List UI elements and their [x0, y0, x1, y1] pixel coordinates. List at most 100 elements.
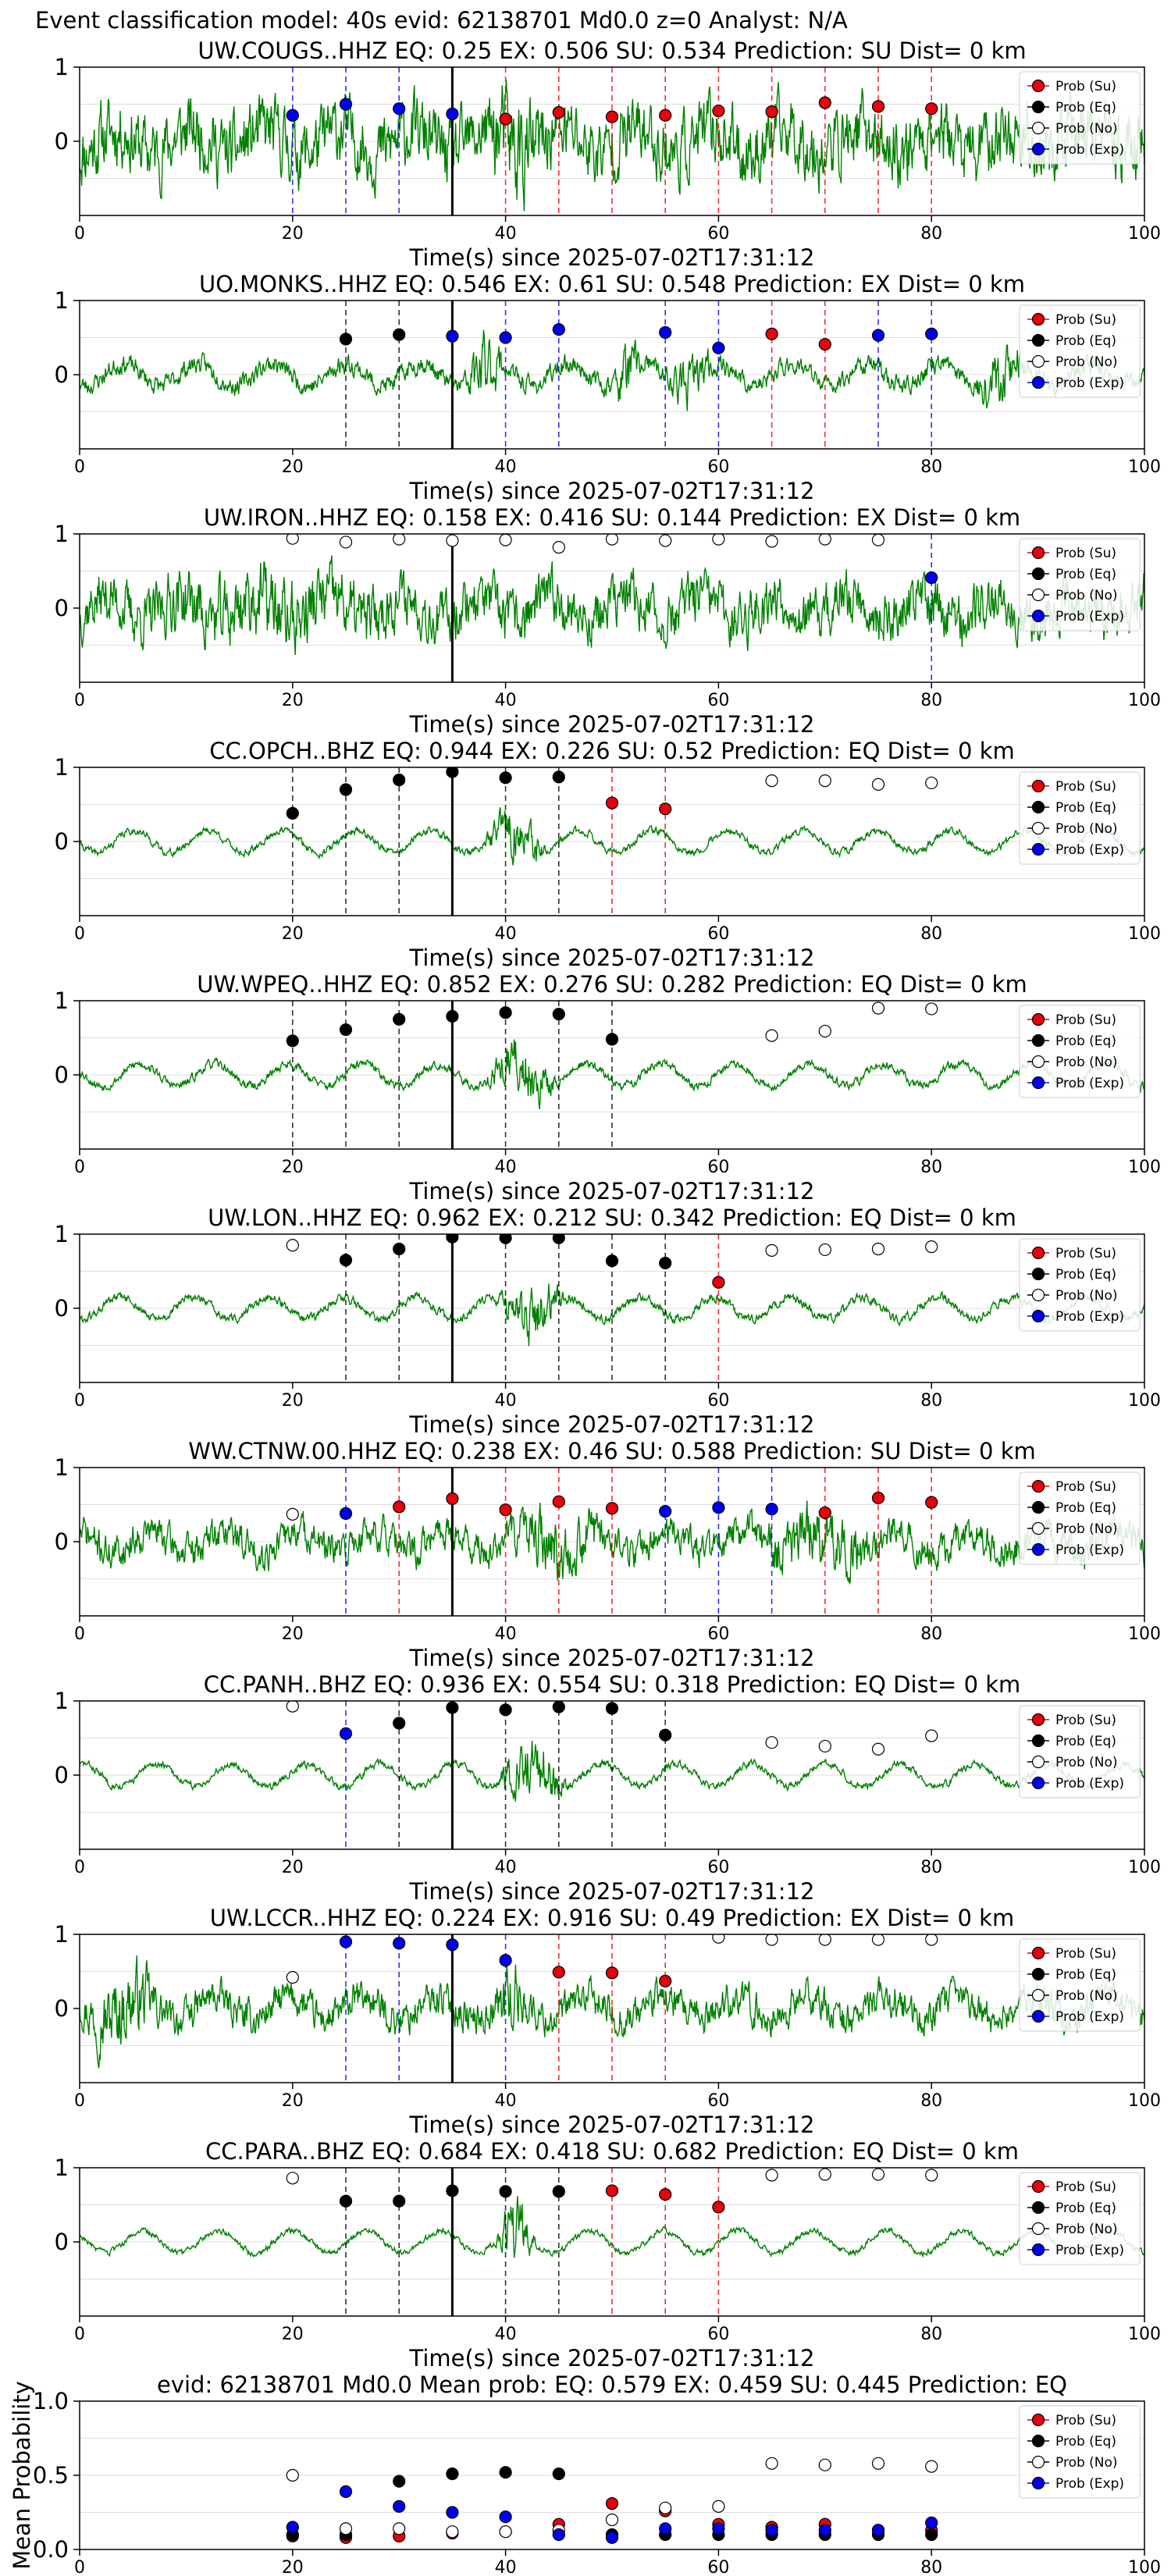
panel-4: CC.OPCH..BHZ EQ: 0.944 EX: 0.226 SU: 0.5… — [55, 738, 1161, 971]
mean-probability-point — [393, 2500, 406, 2513]
probability-marker — [765, 774, 778, 788]
x-tick-label: 0 — [74, 2091, 85, 2111]
x-tick-label: 60 — [707, 1391, 729, 1411]
probability-marker — [446, 534, 459, 547]
legend-label: Prob (Eq) — [1055, 100, 1116, 116]
legend-label: Prob (No) — [1055, 354, 1118, 370]
panel-10: CC.PARA..BHZ EQ: 0.684 EX: 0.418 SU: 0.6… — [55, 2138, 1161, 2371]
legend-marker — [1031, 121, 1045, 135]
legend-label: Prob (Exp) — [1055, 142, 1124, 158]
probability-marker — [393, 1012, 406, 1026]
legend-label: Prob (No) — [1055, 2222, 1118, 2237]
x-axis-label: Time(s) since 2025-07-02T17:31:12 — [409, 1878, 815, 1905]
y-tick-label: 1 — [55, 287, 69, 314]
panel-title: evid: 62138701 Md0.0 Mean prob: EQ: 0.57… — [157, 2371, 1067, 2398]
probability-marker — [605, 1966, 619, 1980]
y-tick-label: 1 — [55, 754, 69, 781]
probability-marker — [871, 329, 885, 342]
seismic-trace — [80, 1955, 1144, 2069]
probability-marker — [286, 1507, 299, 1521]
probability-marker — [712, 1501, 725, 1514]
legend-marker — [1031, 333, 1045, 347]
probability-marker — [818, 1506, 831, 1520]
legend: Prob (Su) Prob (Eq) Prob (No) Prob (Exp) — [1019, 2405, 1141, 2499]
probability-marker — [393, 1937, 406, 1950]
probability-marker — [339, 1023, 353, 1037]
mean-probability-point — [499, 2525, 512, 2539]
y-tick-label: 1 — [55, 1454, 69, 1481]
legend: Prob (Su) Prob (Eq) Prob (No) Prob (Exp) — [1019, 304, 1141, 398]
probability-marker — [499, 2185, 512, 2198]
mean-probability-point — [712, 2522, 725, 2535]
legend-marker — [1031, 1946, 1045, 1960]
legend-label: Prob (Exp) — [1055, 2476, 1124, 2492]
x-tick-label: 20 — [282, 457, 304, 477]
x-axis-label: Time(s) since 2025-07-02T17:31:12 — [409, 2112, 815, 2138]
x-tick-label: 80 — [920, 224, 942, 244]
mean-probability-point — [552, 2467, 565, 2481]
x-axis-label: Time(s) since 2025-07-02T17:31:12 — [409, 1178, 815, 1204]
probability-marker — [605, 2184, 619, 2197]
mean-probability-point — [871, 2524, 885, 2537]
x-tick-label: 40 — [495, 924, 517, 944]
probability-marker — [925, 776, 938, 790]
probability-marker — [552, 540, 565, 554]
mean-probability-point — [871, 2457, 885, 2470]
legend-box — [1019, 771, 1141, 865]
x-tick-label: 80 — [920, 1391, 942, 1411]
y-tick-label: 1.0 — [33, 2388, 69, 2414]
legend-marker — [1031, 821, 1045, 835]
x-tick-label: 100 — [1128, 924, 1161, 944]
x-tick-label: 0 — [74, 924, 85, 944]
x-tick-label: 80 — [920, 924, 942, 944]
mean-probability-point — [659, 2522, 672, 2535]
x-tick-label: 100 — [1128, 224, 1161, 244]
legend-label: Prob (No) — [1055, 1288, 1118, 1304]
probability-marker — [286, 2172, 299, 2185]
probability-marker — [712, 534, 725, 546]
probability-marker — [605, 1702, 619, 1715]
mean-probability-point — [605, 2531, 619, 2544]
probability-marker — [925, 1729, 938, 1742]
probability-marker — [659, 534, 672, 547]
legend-label: Prob (Su) — [1055, 2179, 1116, 2195]
y-tick-label: 0 — [55, 828, 69, 855]
probability-marker — [339, 1727, 353, 1740]
legend: Prob (Su) Prob (Eq) Prob (No) Prob (Exp) — [1019, 1705, 1141, 1799]
probability-marker — [765, 535, 778, 548]
plot-area — [80, 1701, 1144, 1849]
x-axis-label: Time(s) since 2025-07-02T17:31:12 — [409, 1645, 815, 1671]
mean-probability-point — [499, 2510, 512, 2524]
y-tick-label: 1 — [55, 2154, 69, 2181]
legend: Prob (Su) Prob (Eq) Prob (No) Prob (Exp) — [1019, 1938, 1141, 2032]
legend-label: Prob (Eq) — [1055, 800, 1116, 816]
panel-5: UW.WPEQ..HHZ EQ: 0.852 EX: 0.276 SU: 0.2… — [55, 971, 1161, 1204]
legend: Prob (Su) Prob (Eq) Prob (No) Prob (Exp) — [1019, 771, 1141, 865]
legend-label: Prob (Exp) — [1055, 375, 1124, 391]
x-tick-label: 80 — [920, 2558, 942, 2576]
mean-probability-point — [712, 2500, 725, 2513]
probability-marker — [871, 100, 885, 113]
mean-probability-point — [925, 2528, 938, 2542]
legend-label: Prob (No) — [1055, 1055, 1118, 1070]
probability-marker — [659, 1974, 672, 1987]
probability-marker — [818, 534, 831, 546]
legend-marker — [1031, 142, 1045, 156]
legend-marker — [1031, 1267, 1045, 1281]
plot-area — [80, 534, 1144, 682]
probability-marker — [871, 1934, 885, 1946]
probability-marker — [659, 1256, 672, 1270]
mean-probability-point — [818, 2458, 831, 2471]
x-tick-label: 20 — [282, 1391, 304, 1411]
y-tick-label: 0 — [55, 1995, 69, 2022]
legend-marker — [1031, 1967, 1045, 1981]
x-tick-label: 20 — [282, 1624, 304, 1644]
probability-marker — [605, 110, 619, 123]
legend-label: Prob (Su) — [1055, 779, 1116, 795]
probability-marker — [393, 1500, 406, 1514]
probability-marker — [446, 2184, 459, 2197]
legend-label: Prob (Su) — [1055, 1713, 1116, 1728]
legend-marker — [1031, 1713, 1045, 1727]
probability-marker — [925, 1240, 938, 1254]
mean-probability-point — [286, 2468, 299, 2482]
